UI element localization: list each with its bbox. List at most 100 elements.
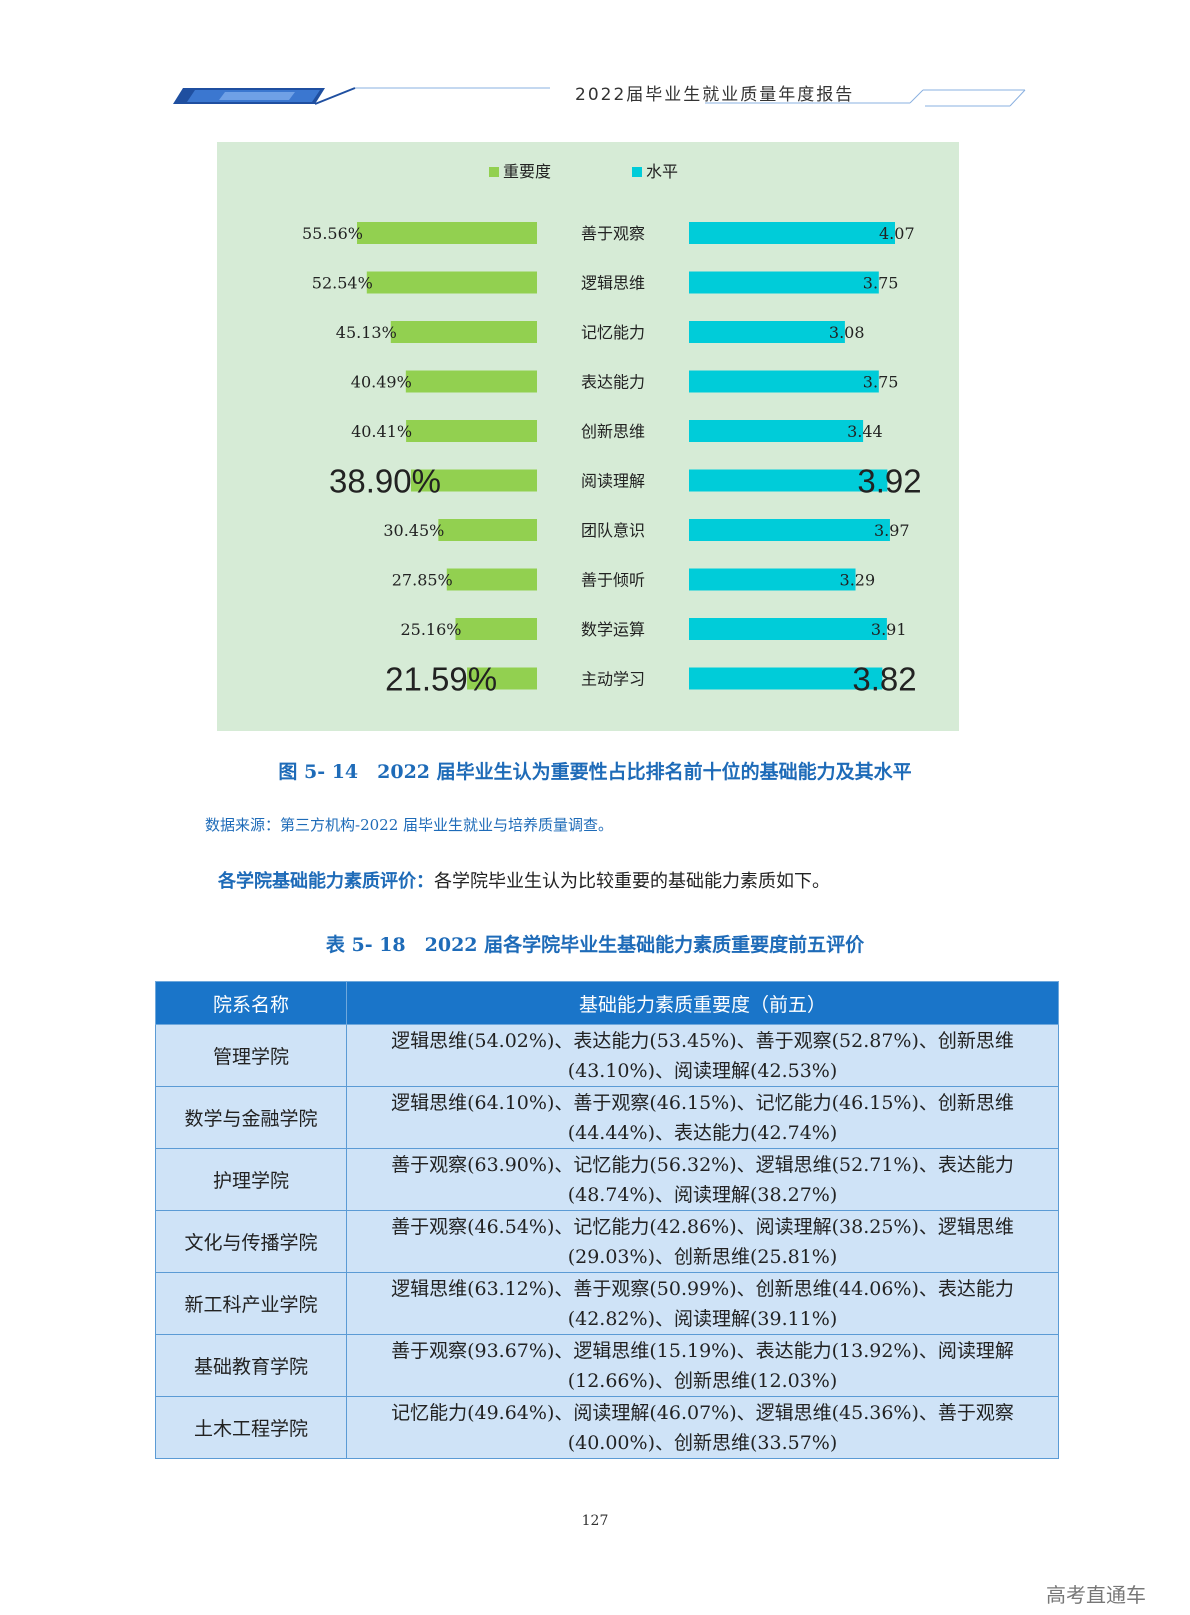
ability-cell: 逻辑思维(54.02%)、表达能力(53.45%)、善于观察(52.87%)、创…	[346, 1024, 1059, 1087]
importance-bar	[438, 519, 537, 541]
importance-bar	[357, 222, 537, 244]
importance-label: 40.49%	[351, 373, 412, 392]
importance-label: 40.41%	[351, 422, 412, 441]
ability-line: (43.10%)、阅读理解(42.53%)	[567, 1059, 838, 1082]
table-row: 基础教育学院 善于观察(93.67%)、逻辑思维(15.19%)、表达能力(13…	[155, 1334, 1059, 1397]
ability-line: (40.00%)、创新思维(33.57%)	[567, 1431, 838, 1454]
importance-bar	[406, 420, 537, 442]
ability-line: 善于观察(63.90%)、记忆能力(56.32%)、逻辑思维(52.71%)、表…	[391, 1153, 1014, 1176]
evaluation-text: 各学院毕业生认为比较重要的基础能力素质如下。	[434, 871, 830, 892]
ability-cell: 善于观察(93.67%)、逻辑思维(15.19%)、表达能力(13.92%)、阅…	[346, 1334, 1059, 1397]
level-label: 3.82	[852, 661, 916, 698]
college-name: 基础教育学院	[155, 1334, 347, 1397]
ability-line: 善于观察(93.67%)、逻辑思维(15.19%)、表达能力(13.92%)、阅…	[391, 1339, 1014, 1362]
importance-bar	[455, 618, 537, 640]
importance-label: 38.90%	[329, 463, 441, 500]
level-bar	[689, 222, 895, 244]
level-bar	[689, 370, 879, 393]
college-name: 管理学院	[155, 1024, 347, 1087]
importance-bar	[390, 321, 537, 343]
ability-line: (12.66%)、创新思维(12.03%)	[567, 1369, 838, 1392]
level-label: 4.07	[879, 224, 915, 243]
importance-bar	[405, 370, 537, 393]
level-bar	[689, 469, 888, 492]
level-label: 3.91	[871, 620, 907, 639]
ability-cell: 善于观察(46.54%)、记忆能力(42.86%)、阅读理解(38.25%)、逻…	[346, 1210, 1059, 1273]
chart-svg: 重要度 水平 55.56% 善于观察 4.07 52.54% 逻辑思维 3.75 45.13% 记…	[302, 162, 922, 698]
category-label: 创新思维	[581, 422, 645, 441]
importance-label: 45.13%	[336, 323, 397, 342]
header-decoration	[173, 87, 1026, 107]
level-bar	[689, 420, 864, 442]
importance-label: 25.16%	[400, 620, 461, 639]
importance-bar	[446, 568, 537, 591]
level-bar	[689, 568, 856, 591]
ability-line: (42.82%)、阅读理解(39.11%)	[567, 1307, 838, 1330]
level-label: 3.92	[857, 463, 921, 500]
watermark: 高考直通车	[1046, 1583, 1146, 1607]
college-name: 数学与金融学院	[155, 1086, 347, 1149]
category-label: 表达能力	[581, 373, 645, 392]
ability-cell: 善于观察(63.90%)、记忆能力(56.32%)、逻辑思维(52.71%)、表…	[346, 1148, 1059, 1211]
legend-label-importance: 重要度	[503, 162, 551, 181]
ability-line: (29.03%)、创新思维(25.81%)	[567, 1245, 838, 1268]
category-label: 数学运算	[581, 620, 645, 639]
importance-bar	[467, 667, 537, 690]
importance-bar	[366, 271, 537, 294]
importance-label: 52.54%	[312, 274, 373, 293]
ability-line: 逻辑思维(54.02%)、表达能力(53.45%)、善于观察(52.87%)、创…	[391, 1029, 1014, 1052]
importance-label: 21.59%	[385, 661, 497, 698]
ability-line: 善于观察(46.54%)、记忆能力(42.86%)、阅读理解(38.25%)、逻…	[391, 1215, 1014, 1238]
evaluation-lead: 各学院基础能力素质评价：	[218, 871, 434, 892]
category-label: 善于倾听	[581, 571, 645, 590]
college-name: 新工科产业学院	[155, 1272, 347, 1335]
category-label: 主动学习	[581, 670, 645, 689]
college-name: 土木工程学院	[155, 1396, 347, 1459]
category-label: 逻辑思维	[581, 274, 645, 293]
ability-cell: 记忆能力(49.64%)、阅读理解(46.07%)、逻辑思维(45.36%)、善…	[346, 1396, 1059, 1459]
category-label: 记忆能力	[581, 323, 645, 342]
level-bar	[689, 519, 890, 541]
level-bar	[689, 618, 887, 640]
header-abilities: 基础能力素质重要度（前五）	[346, 981, 1059, 1025]
table-row: 数学与金融学院 逻辑思维(64.10%)、善于观察(46.15%)、记忆能力(4…	[155, 1086, 1059, 1149]
ability-line: 逻辑思维(64.10%)、善于观察(46.15%)、记忆能力(46.15%)、创…	[391, 1091, 1014, 1114]
category-label: 团队意识	[581, 521, 645, 540]
ability-cell: 逻辑思维(63.12%)、善于观察(50.99%)、创新思维(44.06%)、表…	[346, 1272, 1059, 1335]
level-label: 3.44	[847, 422, 883, 441]
ability-line: (44.44%)、表达能力(42.74%)	[567, 1121, 838, 1144]
level-label: 3.75	[863, 274, 899, 293]
level-label: 3.29	[840, 571, 876, 590]
importance-level-chart: 重要度 水平 55.56% 善于观察 4.07 52.54% 逻辑思维 3.75 45.13% 记…	[217, 142, 959, 731]
table-row: 文化与传播学院 善于观察(46.54%)、记忆能力(42.86%)、阅读理解(3…	[155, 1210, 1059, 1273]
importance-label: 27.85%	[392, 571, 453, 590]
category-label: 阅读理解	[581, 472, 645, 491]
legend-swatch-level	[632, 167, 642, 177]
page-number: 127	[581, 1513, 609, 1529]
level-bar	[689, 667, 883, 690]
report-title: 2022届毕业生就业质量年度报告	[575, 85, 855, 105]
legend-swatch-importance	[489, 167, 499, 177]
report-header: 2022届毕业生就业质量年度报告	[165, 78, 1045, 118]
level-label: 3.75	[863, 373, 899, 392]
header-college: 院系名称	[155, 981, 347, 1025]
table-row: 管理学院 逻辑思维(54.02%)、表达能力(53.45%)、善于观察(52.8…	[155, 1024, 1059, 1087]
importance-label: 30.45%	[383, 521, 444, 540]
evaluation-paragraph: 各学院基础能力素质评价：各学院毕业生认为比较重要的基础能力素质如下。	[218, 867, 830, 893]
importance-label: 55.56%	[302, 224, 363, 243]
table-header-row: 院系名称 基础能力素质重要度（前五）	[155, 981, 1059, 1025]
level-bar	[689, 321, 845, 343]
college-name: 护理学院	[155, 1148, 347, 1211]
table-caption: 表 5- 18 2022 届各学院毕业生基础能力素质重要度前五评价	[325, 934, 865, 956]
college-ability-table: 院系名称 基础能力素质重要度（前五） 管理学院 逻辑思维(54.02%)、表达能…	[155, 981, 1059, 1459]
data-source-note: 数据来源：第三方机构-2022 届毕业生就业与培养质量调查。	[205, 816, 614, 834]
ability-line: 逻辑思维(63.12%)、善于观察(50.99%)、创新思维(44.06%)、表…	[391, 1277, 1014, 1300]
table-row: 土木工程学院 记忆能力(49.64%)、阅读理解(46.07%)、逻辑思维(45…	[155, 1396, 1059, 1459]
table-row: 护理学院 善于观察(63.90%)、记忆能力(56.32%)、逻辑思维(52.7…	[155, 1148, 1059, 1211]
legend-label-level: 水平	[646, 162, 678, 181]
level-label: 3.97	[874, 521, 910, 540]
ability-line: 记忆能力(49.64%)、阅读理解(46.07%)、逻辑思维(45.36%)、善…	[391, 1401, 1014, 1424]
category-label: 善于观察	[581, 224, 645, 243]
level-bar	[689, 271, 879, 294]
ability-cell: 逻辑思维(64.10%)、善于观察(46.15%)、记忆能力(46.15%)、创…	[346, 1086, 1059, 1149]
